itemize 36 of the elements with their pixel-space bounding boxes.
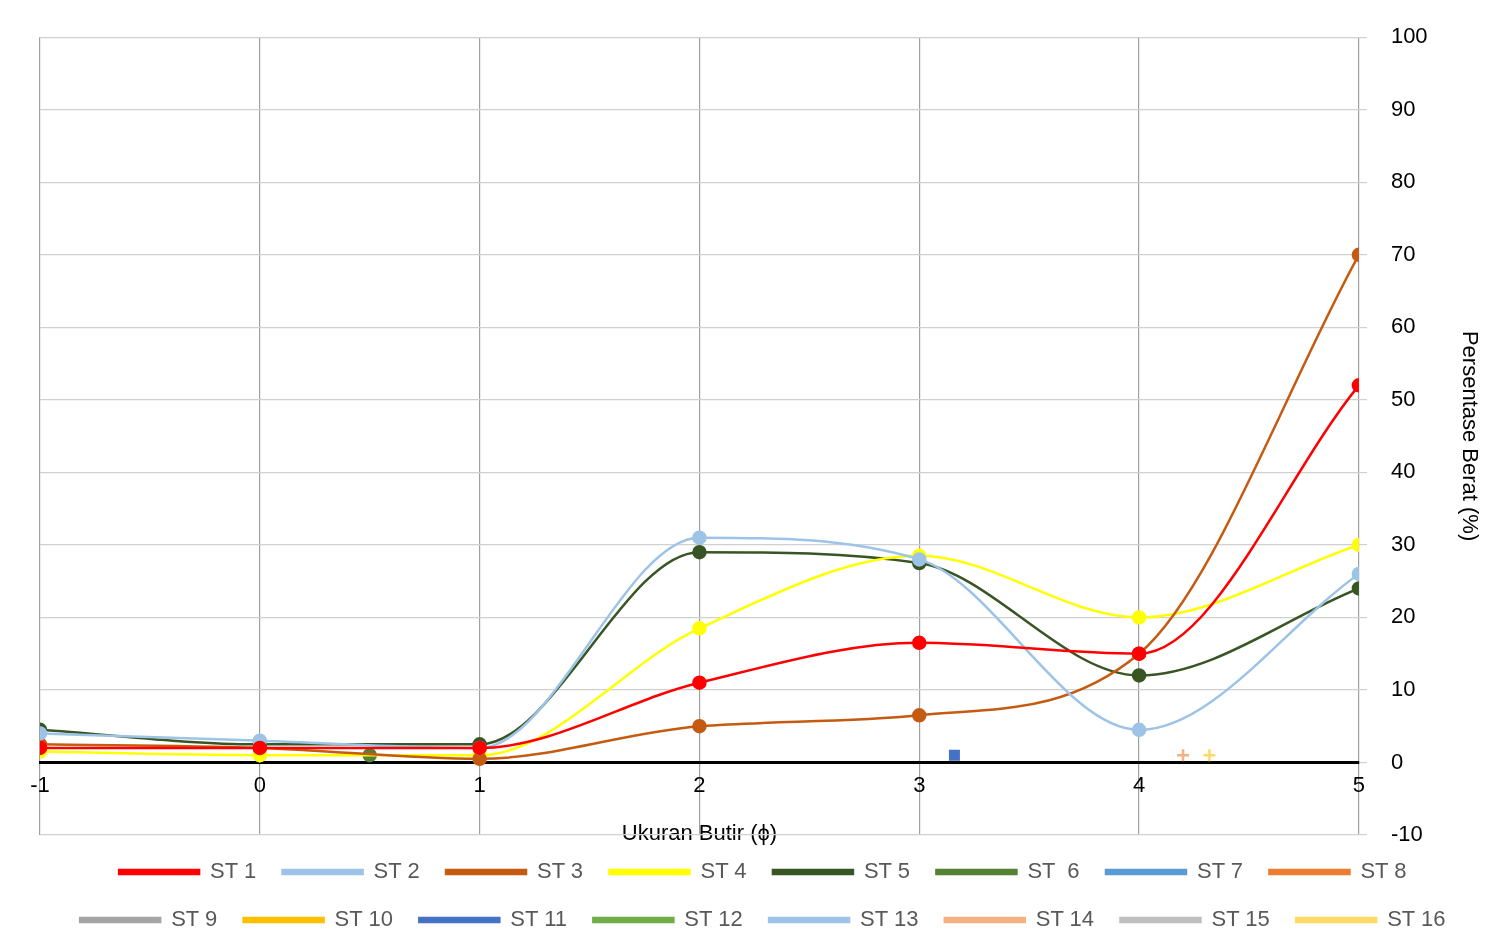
legend-label: ST 6 [1027, 858, 1080, 884]
y-tick-label: -10 [1390, 821, 1423, 847]
y-tick-label: 30 [1390, 530, 1416, 556]
y-tick-label: 90 [1390, 95, 1416, 121]
legend-label: ST 13 [860, 906, 919, 932]
legend-label: ST 7 [1196, 858, 1244, 884]
legend-label: ST 12 [684, 906, 743, 932]
legend-label: ST 15 [1211, 906, 1270, 932]
y-tick-label: 50 [1390, 385, 1416, 411]
x-tick-label: 0 [253, 771, 266, 797]
y-tick-label: 10 [1390, 676, 1416, 702]
y-tick-label: 80 [1390, 168, 1416, 194]
legend-label: ST 11 [510, 906, 567, 932]
legend-label: ST 16 [1387, 906, 1446, 932]
y-tick-label: 40 [1390, 458, 1416, 484]
y-axis-title: Persentase Berat (%) [1457, 330, 1483, 542]
y-tick-label: 0 [1390, 748, 1404, 774]
legend-label: ST 4 [700, 858, 747, 884]
x-tick-label: 4 [1132, 771, 1146, 797]
y-tick-label: 20 [1390, 603, 1416, 629]
x-tick-label: -1 [30, 771, 50, 797]
y-tick-label: 60 [1390, 313, 1416, 339]
y-tick-label: 70 [1390, 240, 1416, 266]
x-tick-label: 5 [1352, 771, 1366, 797]
legend-label: ST 9 [171, 906, 218, 932]
legend-label: ST 1 [210, 858, 257, 884]
x-tick-label: 3 [913, 771, 926, 797]
legend-label: ST 8 [1360, 858, 1407, 884]
legend-label: ST 5 [863, 858, 911, 884]
x-tick-label: 2 [693, 771, 706, 797]
legend-label: ST 14 [1035, 906, 1095, 932]
legend-label: ST 10 [334, 906, 393, 932]
x-tick-label: 1 [473, 771, 486, 797]
y-tick-label: 100 [1390, 23, 1428, 49]
legend-label: ST 2 [373, 858, 420, 884]
legend-label: ST 3 [537, 858, 584, 884]
